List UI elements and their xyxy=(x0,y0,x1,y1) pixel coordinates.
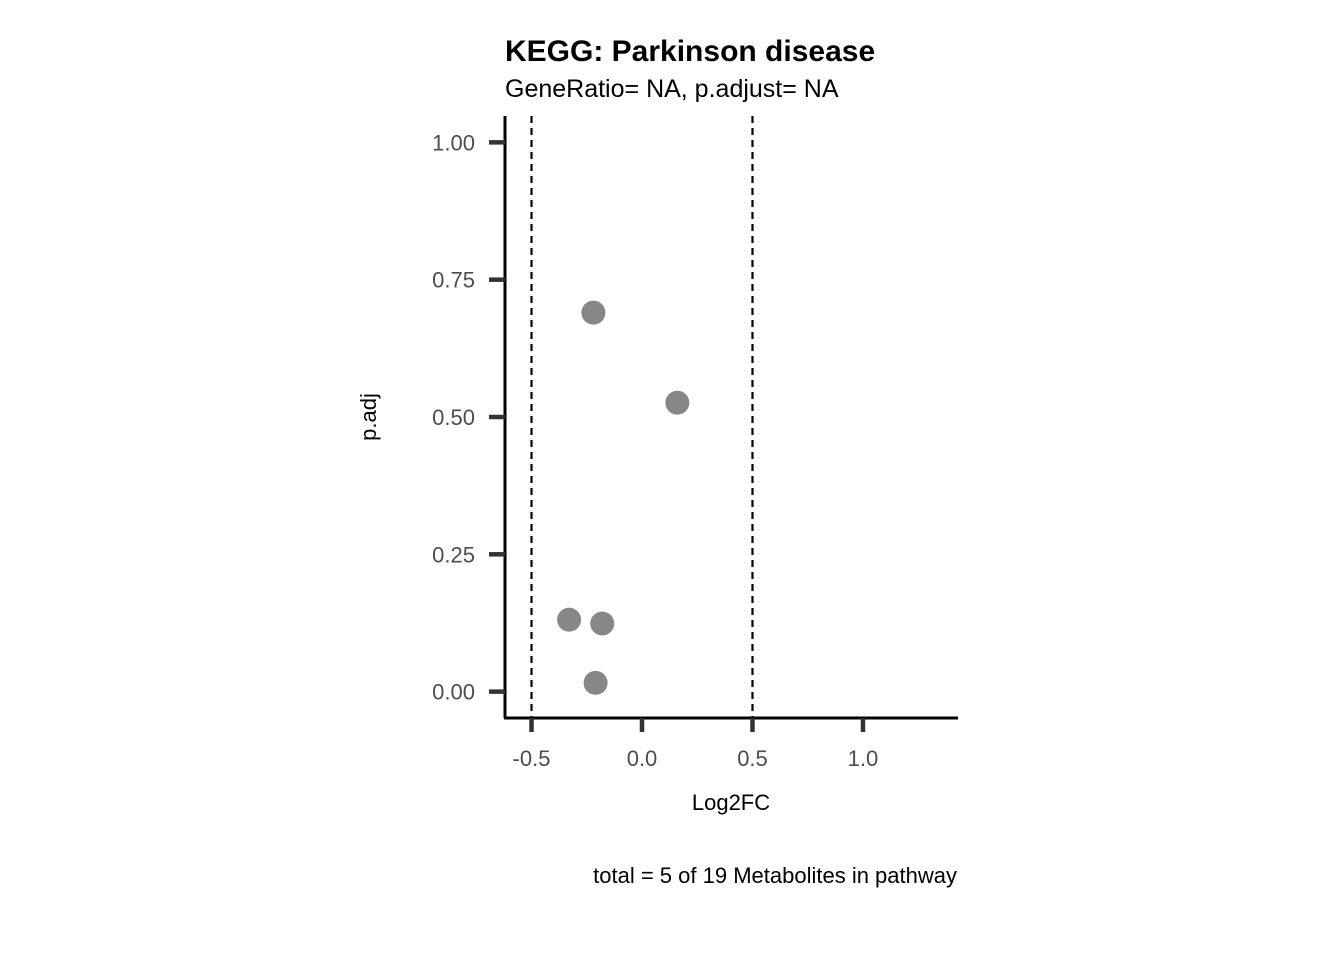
x-tick-label-1: 0.0 xyxy=(627,746,658,771)
x-axis-label: Log2FC xyxy=(692,790,770,815)
threshold-lines xyxy=(530,116,754,718)
x-tick-label-3: 1.0 xyxy=(848,746,879,771)
y-tick-label-2: 0.50 xyxy=(432,405,475,430)
data-points xyxy=(557,300,690,695)
chart-subtitle: GeneRatio= NA, p.adjust= NA xyxy=(505,75,839,103)
y-tick-label-4: 1.00 xyxy=(432,130,475,155)
data-point-4 xyxy=(583,670,608,695)
data-point-1 xyxy=(665,390,690,415)
x-tick-label-2: 0.5 xyxy=(737,746,768,771)
data-point-0 xyxy=(581,300,606,325)
data-point-2 xyxy=(557,607,582,632)
y-tick-label-0: 0.00 xyxy=(432,680,475,705)
y-axis-ticks: 0.00 0.25 0.50 0.75 1.00 xyxy=(432,130,505,705)
y-tick-label-1: 0.25 xyxy=(432,542,475,567)
data-point-3 xyxy=(590,611,615,636)
y-tick-label-3: 0.75 xyxy=(432,268,475,293)
chart-title: KEGG: Parkinson disease xyxy=(505,35,875,68)
x-tick-label-0: -0.5 xyxy=(513,746,551,771)
y-axis-label: p.adj xyxy=(356,393,381,441)
chart-caption: total = 5 of 19 Metabolites in pathway xyxy=(593,863,957,888)
x-axis-ticks: -0.5 0.0 0.5 1.0 xyxy=(513,718,879,771)
